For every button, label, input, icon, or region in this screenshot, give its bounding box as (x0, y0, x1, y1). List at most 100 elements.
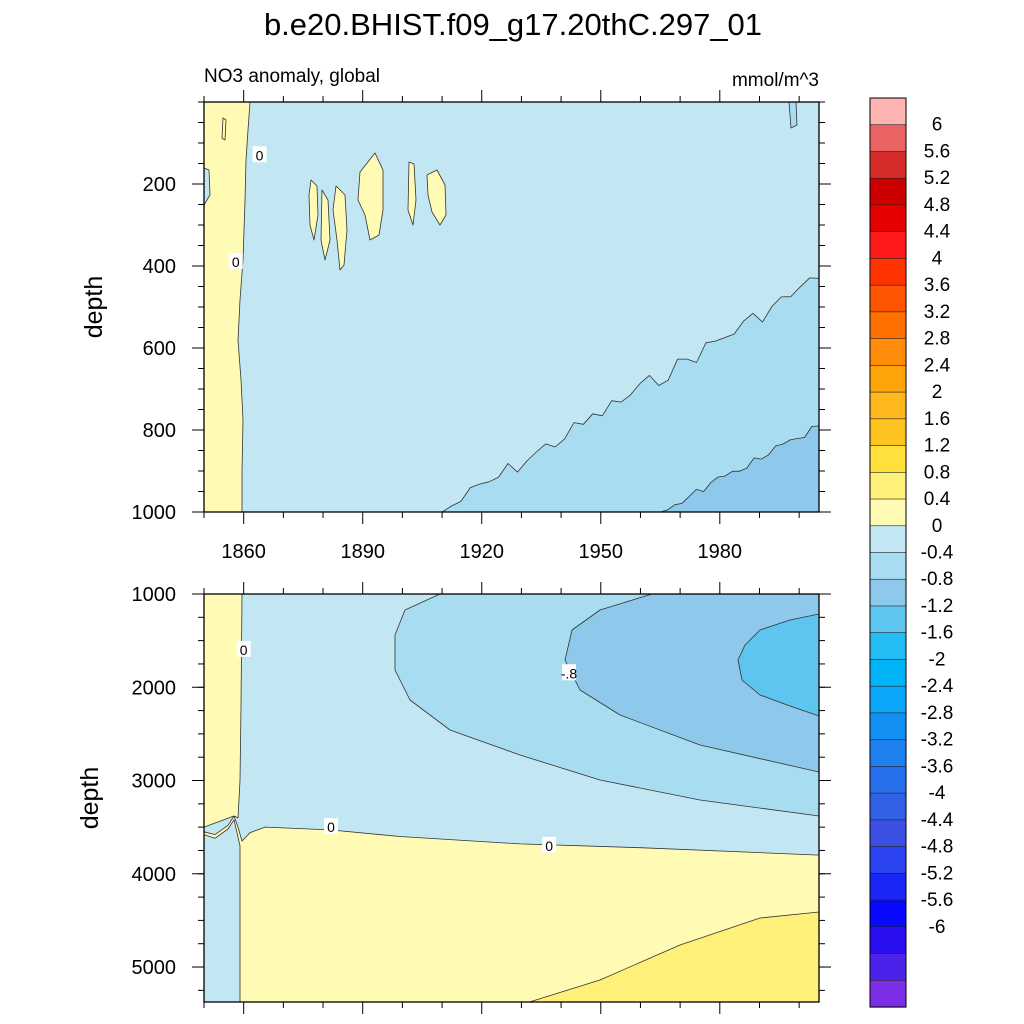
colorbar-label-5: 4 (932, 248, 943, 269)
lower-frame (203, 593, 820, 1003)
upper-xtick-label-3: 1950 (579, 541, 624, 563)
colorbar-swatch-13 (869, 445, 907, 473)
upper-contour-label-0: 0 (256, 147, 264, 163)
colorbar-label-14: 0.4 (924, 489, 951, 510)
colorbar-label-11: 1.6 (924, 409, 950, 430)
colorbar-swatch-15 (869, 498, 907, 527)
colorbar-frame (869, 97, 907, 1008)
subtitle-left: NO3 anomaly, global (204, 66, 380, 87)
lower-contour-label-3: 0 (545, 838, 553, 854)
upper-ticks: 1860 1890 1920 1950 1980 200 400 600 800 1000 (132, 90, 831, 563)
upper-patch-2 (320, 189, 331, 261)
colorbar-label-23: -3.2 (921, 730, 954, 751)
lower-contour-label-box-3 (542, 836, 557, 853)
lower-contour-regions (203, 593, 820, 1003)
lower-region-left-column (203, 819, 241, 1003)
upper-xtick-label-0: 1860 (221, 541, 266, 563)
colorbar-label-7: 3.2 (924, 302, 950, 323)
lower-panel: 0 -.8 0 0 1000 2000 3000 4000 5000 depth (76, 582, 831, 1014)
colorbar-swatch-25 (869, 766, 907, 794)
upper-patch-7 (221, 117, 227, 141)
colorbar-label-30: -6 (929, 917, 946, 938)
lower-ytick-label-1: 2000 (132, 677, 177, 699)
colorbar-label-4: 4.4 (924, 222, 951, 243)
lower-ytick-label-4: 5000 (132, 957, 177, 979)
lower-ytick-label-3: 4000 (132, 864, 177, 886)
colorbar-swatch-14 (869, 471, 907, 500)
chart-title: b.e20.BHIST.f09_g17.20thC.297_01 (264, 7, 762, 42)
upper-ytick-label-3: 800 (143, 420, 176, 442)
colorbar-swatch-2 (869, 151, 907, 179)
upper-xtick-label-2: 1920 (459, 541, 504, 563)
colorbar-swatch-22 (869, 685, 907, 714)
colorbar-label-19: -1.6 (921, 623, 954, 644)
colorbar-swatch-7 (869, 284, 907, 313)
colorbar-swatch-3 (869, 177, 907, 206)
colorbar-label-1: 5.6 (924, 141, 950, 162)
upper-panel: 00 1860 1890 1920 1950 19802004006008001000 … (80, 90, 831, 563)
colorbar-swatch-26 (869, 792, 907, 821)
colorbar-label-13: 0.8 (924, 462, 950, 483)
upper-xtick-label-4: 1980 (698, 541, 743, 563)
colorbar-label-24: -3.6 (921, 756, 954, 777)
upper-y-axis-label: depth (80, 276, 108, 339)
colorbar-label-29: -5.6 (921, 890, 954, 911)
colorbar-swatch-23 (869, 712, 907, 741)
lower-contour-label-box-1 (562, 664, 577, 681)
colorbar-label-22: -2.8 (921, 703, 954, 724)
colorbar-swatch-27 (869, 819, 907, 848)
colorbar-swatch-30 (869, 899, 907, 928)
colorbar-swatch-18 (869, 578, 907, 607)
colorbar-label-12: 1.2 (924, 436, 950, 457)
lower-contour-label-2: 0 (327, 819, 335, 835)
colorbar-label-9: 2.4 (924, 355, 951, 376)
colorbar-swatch-10 (869, 365, 907, 393)
colorbar-swatch-4 (869, 204, 907, 233)
colorbar-swatch-31 (869, 926, 907, 955)
lower-contour-label-1: -.8 (561, 665, 578, 681)
upper-patch-4 (357, 152, 384, 241)
upper-region-neg-0.4 (441, 277, 820, 513)
upper-patch-1 (308, 179, 319, 241)
upper-patch-3 (332, 185, 348, 271)
upper-ytick-label-1: 400 (143, 256, 176, 278)
colorbar-label-2: 5.2 (924, 168, 950, 189)
colorbar-label-20: -2 (929, 649, 946, 670)
colorbar-label-18: -1.2 (921, 596, 954, 617)
colorbar-label-0: 6 (932, 115, 943, 136)
colorbar: 6 5.6 5.2 4.8 4.4 4 3.6 3.2 2.8 2.4 2 1.6 1.2 0.8 0.4 0… (869, 97, 954, 1008)
lower-region-top-band (203, 593, 243, 828)
lower-ytick-label-2: 3000 (132, 771, 177, 793)
colorbar-swatch-29 (869, 873, 907, 901)
colorbar-label-17: -0.8 (921, 569, 954, 590)
colorbar-swatch-5 (869, 231, 907, 260)
lower-contour-labels: 0 -.8 0 0 (236, 640, 578, 854)
colorbar-swatch-1 (869, 124, 907, 153)
colorbar-swatch-17 (869, 552, 907, 580)
colorbar-label-28: -5.2 (921, 863, 954, 884)
colorbar-swatch-21 (869, 659, 907, 687)
colorbar-swatch-28 (869, 846, 907, 874)
colorbar-swatch-0 (869, 97, 907, 126)
colorbar-swatch-33 (869, 979, 907, 1008)
upper-contour-label-box-0 (252, 146, 267, 163)
colorbar-label-15: 0 (932, 516, 943, 537)
colorbar-swatch-32 (869, 953, 907, 981)
lower-ticks: 1000 2000 3000 4000 5000 (132, 582, 831, 1014)
colorbar-swatch-8 (869, 311, 907, 340)
lower-region-neg-1.2 (737, 613, 820, 717)
upper-xtick-label-1: 1890 (340, 541, 385, 563)
colorbar-label-8: 2.8 (924, 329, 950, 350)
colorbar-label-6: 3.6 (924, 275, 950, 296)
upper-region-left-positive (203, 101, 251, 513)
colorbar-swatch-19 (869, 605, 907, 634)
lower-ytick-label-0: 1000 (132, 584, 177, 606)
upper-contour-label-box-1 (228, 252, 243, 269)
colorbar-swatch-20 (869, 632, 907, 661)
lower-contour-label-0: 0 (240, 642, 248, 658)
colorbar-label-3: 4.8 (924, 195, 950, 216)
colorbar-label-16: -0.4 (921, 543, 954, 564)
upper-region-neg-0.8 (659, 425, 820, 513)
colorbar-swatch-9 (869, 338, 907, 366)
